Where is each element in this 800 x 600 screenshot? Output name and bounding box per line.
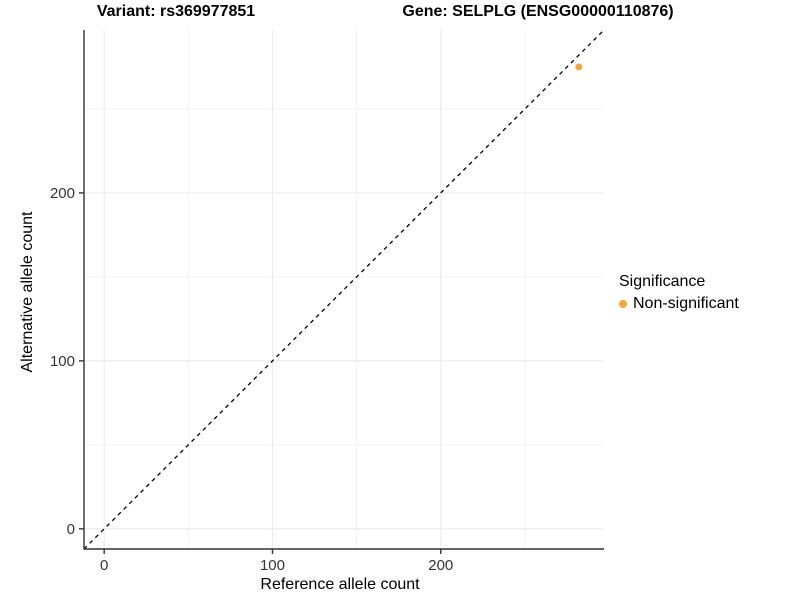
plot-title-gene: Gene: SELPLG (ENSG00000110876) — [402, 3, 674, 20]
x-tick-label: 100 — [260, 557, 285, 574]
legend-entry-label: Non-significant — [633, 295, 739, 312]
identity-line — [83, 29, 605, 550]
legend: Significance Non-significant — [619, 271, 739, 315]
data-point — [575, 63, 583, 71]
y-tick-label: 100 — [50, 353, 75, 370]
legend-point-icon — [619, 300, 627, 308]
x-tick-label: 200 — [428, 557, 453, 574]
y-tick-label: 200 — [50, 185, 75, 202]
x-tick-label: 0 — [100, 557, 108, 574]
legend-title: Significance — [619, 273, 706, 290]
y-tick-label: 0 — [67, 521, 75, 538]
x-axis-label: Reference allele count — [260, 576, 420, 593]
legend-entry: Non-significant — [619, 293, 739, 315]
plot-title-variant: Variant: rs369977851 — [96, 3, 256, 20]
y-axis-label: Alternative allele count — [19, 211, 36, 373]
